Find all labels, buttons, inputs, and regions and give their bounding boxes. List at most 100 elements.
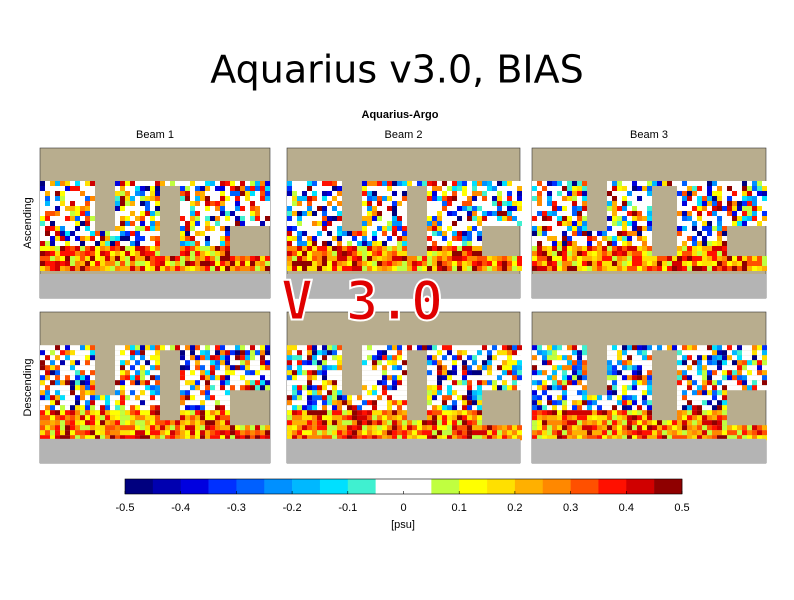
map-cell bbox=[307, 196, 312, 201]
map-cell bbox=[487, 425, 492, 431]
map-cell bbox=[492, 430, 497, 436]
map-cell bbox=[727, 216, 732, 221]
map-cell bbox=[75, 375, 80, 381]
map-cell bbox=[140, 435, 145, 441]
map-cell bbox=[312, 236, 317, 241]
map-cell bbox=[407, 256, 412, 261]
map-cell bbox=[115, 385, 120, 391]
map-cell bbox=[402, 390, 407, 396]
map-cell bbox=[572, 261, 577, 266]
map-cell bbox=[255, 221, 260, 226]
map-cell bbox=[537, 236, 542, 241]
map-cell bbox=[145, 425, 150, 431]
map-cell bbox=[612, 206, 617, 211]
map-cell bbox=[45, 241, 50, 246]
map-cell bbox=[467, 370, 472, 376]
map-cell bbox=[40, 241, 45, 246]
map-cell bbox=[457, 415, 462, 421]
map-cell bbox=[557, 365, 562, 371]
map-cell bbox=[652, 430, 657, 436]
map-cell bbox=[607, 246, 612, 251]
map-cell bbox=[557, 390, 562, 396]
map-cell bbox=[120, 246, 125, 251]
map-cell bbox=[542, 390, 547, 396]
map-cell bbox=[90, 266, 95, 271]
map-cell bbox=[682, 206, 687, 211]
map-cell bbox=[472, 201, 477, 206]
map-cell bbox=[717, 201, 722, 206]
map-cell bbox=[582, 430, 587, 436]
map-cell bbox=[105, 425, 110, 431]
map-cell bbox=[512, 261, 517, 266]
map-cell bbox=[245, 186, 250, 191]
map-cell bbox=[637, 246, 642, 251]
map-cell bbox=[642, 206, 647, 211]
map-cell bbox=[307, 425, 312, 431]
map-cell bbox=[105, 231, 110, 236]
map-cell bbox=[622, 191, 627, 196]
map-cell bbox=[140, 236, 145, 241]
map-cell bbox=[392, 415, 397, 421]
map-cell bbox=[472, 405, 477, 411]
map-cell bbox=[265, 216, 270, 221]
map-cell bbox=[637, 405, 642, 411]
map-cell bbox=[507, 196, 512, 201]
map-cell bbox=[707, 405, 712, 411]
map-cell bbox=[140, 420, 145, 426]
map-cell bbox=[327, 201, 332, 206]
map-cell bbox=[317, 211, 322, 216]
map-cell bbox=[642, 186, 647, 191]
map-cell bbox=[702, 181, 707, 186]
map-cell bbox=[512, 380, 517, 386]
map-cell bbox=[697, 226, 702, 231]
map-cell bbox=[185, 201, 190, 206]
map-cell bbox=[667, 430, 672, 436]
map-cell bbox=[452, 226, 457, 231]
map-cell bbox=[95, 395, 100, 401]
map-cell bbox=[205, 365, 210, 371]
map-cell bbox=[502, 181, 507, 186]
map-cell bbox=[210, 191, 215, 196]
map-cell bbox=[377, 231, 382, 236]
map-cell bbox=[195, 226, 200, 231]
map-cell bbox=[552, 355, 557, 361]
map-cell bbox=[120, 375, 125, 381]
map-cell bbox=[205, 236, 210, 241]
map-cell bbox=[327, 380, 332, 386]
map-cell bbox=[85, 395, 90, 401]
map-cell bbox=[392, 221, 397, 226]
map-cell bbox=[225, 201, 230, 206]
map-cell bbox=[762, 201, 767, 206]
map-cell bbox=[577, 375, 582, 381]
map-cell bbox=[377, 350, 382, 356]
map-cell bbox=[115, 435, 120, 441]
map-cell bbox=[697, 345, 702, 351]
map-cell bbox=[120, 231, 125, 236]
map-cell bbox=[245, 216, 250, 221]
map-cell bbox=[145, 211, 150, 216]
map-cell bbox=[612, 216, 617, 221]
map-cell bbox=[50, 360, 55, 366]
map-cell bbox=[135, 236, 140, 241]
map-cell bbox=[577, 385, 582, 391]
map-cell bbox=[692, 201, 697, 206]
map-cell bbox=[225, 231, 230, 236]
map-cell bbox=[447, 405, 452, 411]
map-cell bbox=[75, 216, 80, 221]
map-cell bbox=[637, 390, 642, 396]
map-cell bbox=[692, 400, 697, 406]
map-cell bbox=[260, 181, 265, 186]
map-cell bbox=[597, 425, 602, 431]
map-cell bbox=[337, 400, 342, 406]
map-cell bbox=[40, 226, 45, 231]
map-cell bbox=[712, 400, 717, 406]
map-cell bbox=[577, 236, 582, 241]
map-cell bbox=[322, 345, 327, 351]
map-cell bbox=[692, 375, 697, 381]
map-cell bbox=[592, 410, 597, 416]
map-cell bbox=[482, 216, 487, 221]
map-cell bbox=[627, 256, 632, 261]
map-cell bbox=[637, 350, 642, 356]
map-cell bbox=[110, 246, 115, 251]
map-cell bbox=[437, 226, 442, 231]
